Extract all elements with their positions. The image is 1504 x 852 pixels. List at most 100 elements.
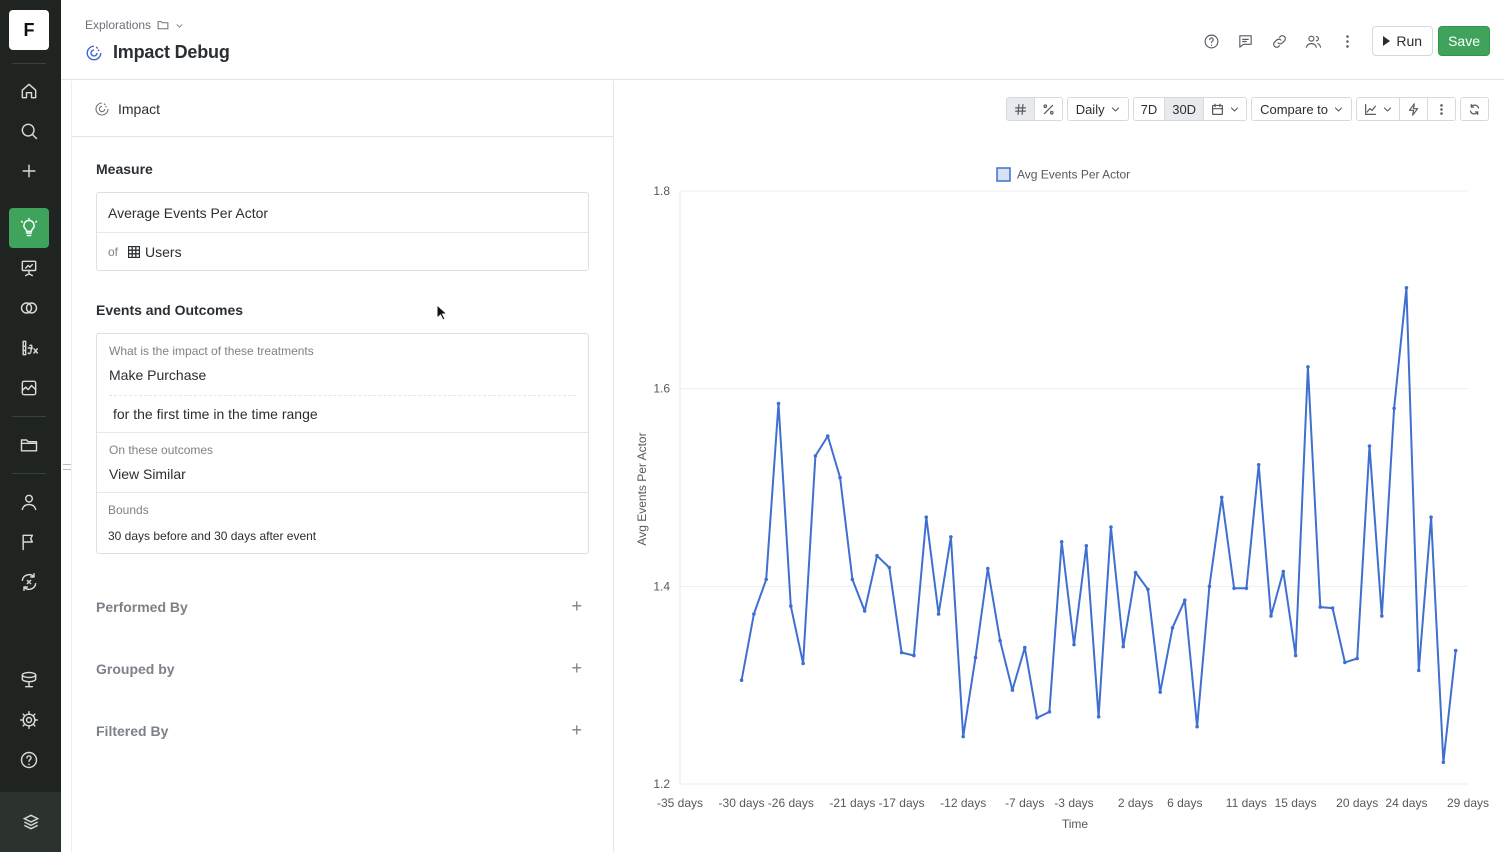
chart-more-button[interactable] [1427, 98, 1455, 120]
data-point[interactable] [998, 638, 1002, 643]
performed-by-row[interactable]: Performed By + [96, 596, 582, 617]
add-filter-button[interactable]: + [571, 720, 582, 740]
add-performed-by-button[interactable]: + [571, 596, 582, 616]
data-point[interactable] [1207, 584, 1212, 589]
data-point[interactable] [1121, 644, 1126, 649]
data-point[interactable] [887, 565, 892, 570]
data-point[interactable] [1318, 605, 1323, 609]
data-point[interactable] [961, 734, 965, 739]
run-button[interactable]: Run [1372, 26, 1434, 56]
data-point[interactable] [1133, 570, 1138, 575]
data-point[interactable] [1429, 515, 1433, 519]
experiment-icon[interactable] [13, 566, 45, 598]
data-point[interactable] [1059, 540, 1064, 544]
chart-legend[interactable]: Avg Events Per Actor [996, 167, 1130, 182]
link-icon[interactable] [1262, 26, 1296, 56]
data-point[interactable] [1047, 710, 1052, 714]
interval-select[interactable]: Daily [1066, 97, 1129, 121]
data-point[interactable] [752, 612, 756, 616]
data-point[interactable] [1072, 642, 1076, 647]
data-point[interactable] [789, 604, 793, 608]
lightbulb-icon[interactable] [9, 208, 49, 248]
data-point[interactable] [899, 650, 904, 655]
chart-type-button[interactable] [1357, 98, 1399, 120]
data-point[interactable] [1293, 653, 1298, 658]
data-point[interactable] [1096, 714, 1101, 719]
measure-selector[interactable]: Average Events Per Actor [97, 193, 588, 232]
data-point[interactable] [801, 661, 805, 666]
treatments-block[interactable]: What is the impact of these treatments M… [97, 334, 588, 432]
data-point[interactable] [912, 653, 916, 658]
data-point[interactable] [1355, 656, 1359, 661]
data-point[interactable] [1219, 495, 1224, 500]
resize-handle[interactable] [63, 464, 71, 470]
compare-select[interactable]: Compare to [1251, 97, 1352, 121]
workspace-switcher[interactable] [0, 792, 61, 852]
more-vertical-icon[interactable] [1330, 26, 1364, 56]
data-point[interactable] [1256, 462, 1261, 467]
data-point[interactable] [862, 609, 867, 613]
data-stack-icon[interactable] [13, 664, 45, 696]
data-point[interactable] [813, 454, 818, 458]
data-point[interactable] [1416, 668, 1421, 673]
data-point[interactable] [1330, 606, 1335, 610]
breadcrumb[interactable]: Explorations [85, 18, 184, 32]
data-point[interactable] [1392, 406, 1396, 411]
data-point[interactable] [973, 655, 978, 660]
data-point[interactable] [776, 401, 781, 406]
range-7d-button[interactable]: 7D [1133, 98, 1165, 120]
compare-select-button[interactable]: Compare to [1252, 98, 1351, 120]
interval-select-button[interactable]: Daily [1067, 98, 1128, 120]
filtered-by-row[interactable]: Filtered By + [96, 720, 582, 741]
data-point[interactable] [1195, 724, 1199, 729]
data-point[interactable] [1380, 614, 1384, 618]
insights-button[interactable] [1399, 98, 1427, 120]
share-users-icon[interactable] [1296, 26, 1330, 56]
data-point[interactable] [739, 678, 744, 683]
treatment-qualifier[interactable]: for the first time in the time range [113, 406, 318, 422]
refresh-button[interactable] [1461, 98, 1488, 120]
data-point[interactable] [1244, 586, 1249, 591]
data-point[interactable] [1022, 645, 1027, 650]
data-point[interactable] [1343, 660, 1347, 665]
data-point[interactable] [924, 515, 929, 519]
data-point[interactable] [986, 566, 990, 571]
data-point[interactable] [1170, 626, 1175, 630]
data-point[interactable] [1404, 286, 1409, 290]
chart-board-icon[interactable] [13, 372, 45, 404]
user-icon[interactable] [13, 486, 45, 518]
chevron-down-icon[interactable] [175, 21, 184, 30]
data-point[interactable] [1367, 444, 1372, 448]
data-point[interactable] [1146, 587, 1150, 592]
data-point[interactable] [850, 577, 855, 582]
bounds-value[interactable]: 30 days before and 30 days after event [108, 529, 317, 543]
data-point[interactable] [1183, 598, 1187, 602]
data-point[interactable] [1035, 715, 1039, 720]
data-point[interactable] [1306, 365, 1310, 369]
data-point[interactable] [1269, 614, 1273, 618]
data-point[interactable] [1441, 760, 1446, 765]
measure-of-selector[interactable]: of Users [97, 232, 588, 270]
data-point[interactable] [1109, 525, 1113, 529]
presentation-icon[interactable] [13, 252, 45, 284]
data-point[interactable] [1158, 690, 1162, 694]
data-point[interactable] [875, 553, 879, 558]
data-point[interactable] [1010, 688, 1015, 692]
data-point[interactable] [949, 535, 953, 539]
date-picker-button[interactable] [1203, 98, 1247, 120]
comment-icon[interactable] [1228, 26, 1262, 56]
data-point[interactable] [838, 475, 842, 480]
add-group-by-button[interactable]: + [571, 658, 582, 678]
data-point[interactable] [1084, 544, 1089, 548]
app-logo[interactable]: F [9, 10, 49, 50]
help-icon[interactable] [13, 744, 45, 776]
intersect-circles-icon[interactable] [13, 292, 45, 324]
percent-mode-button[interactable] [1033, 98, 1062, 120]
help-icon[interactable] [1194, 26, 1228, 56]
data-point[interactable] [1232, 586, 1236, 591]
page-title-text[interactable]: Impact Debug [113, 42, 230, 62]
save-button[interactable]: Save [1438, 26, 1490, 56]
data-point[interactable] [764, 577, 768, 582]
treatment-event[interactable]: Make Purchase [109, 367, 207, 383]
folder-icon[interactable] [157, 19, 169, 31]
